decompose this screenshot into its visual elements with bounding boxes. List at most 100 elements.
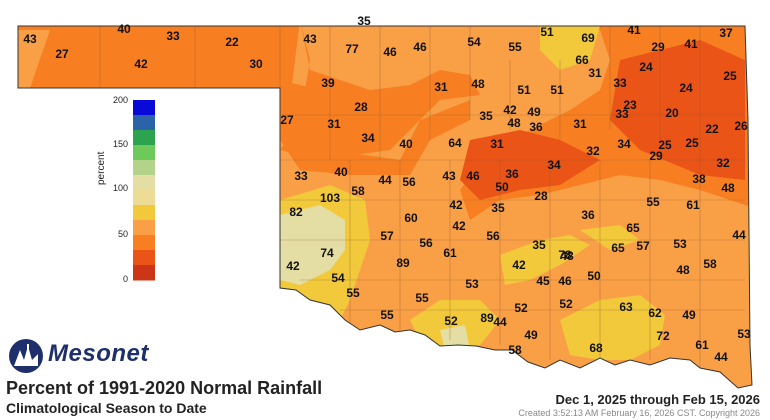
- station-value: 89: [396, 256, 410, 270]
- station-value: 42: [134, 57, 148, 71]
- station-value: 39: [321, 76, 335, 90]
- station-value: 61: [686, 198, 700, 212]
- legend-title: percent: [96, 151, 107, 185]
- station-value: 89: [480, 311, 494, 325]
- station-value: 32: [586, 144, 600, 158]
- station-value: 63: [619, 300, 633, 314]
- station-value: 28: [354, 100, 368, 114]
- station-value: 31: [490, 137, 504, 151]
- station-value: 78: [558, 248, 572, 262]
- station-value: 43: [303, 32, 317, 46]
- legend-swatch: [133, 265, 155, 281]
- station-value: 37: [719, 26, 733, 40]
- station-value: 45: [536, 274, 550, 288]
- mesonet-logo-icon: [9, 339, 43, 373]
- station-value: 55: [646, 195, 660, 209]
- legend-swatch: [133, 100, 155, 116]
- station-value: 35: [491, 201, 505, 215]
- station-value: 28: [534, 189, 548, 203]
- station-value: 61: [443, 246, 457, 260]
- station-value: 44: [378, 173, 392, 187]
- county-lines: [99, 26, 745, 370]
- legend-swatch: [133, 220, 155, 236]
- legend-swatch: [133, 145, 155, 161]
- station-value: 62: [648, 306, 662, 320]
- station-value: 55: [346, 286, 360, 300]
- station-value: 55: [508, 40, 522, 54]
- station-value: 64: [448, 136, 462, 150]
- station-value: 44: [493, 315, 507, 329]
- station-value: 36: [505, 167, 519, 181]
- station-value: 74: [320, 246, 334, 260]
- station-value: 33: [294, 169, 308, 183]
- station-value: 38: [692, 172, 706, 186]
- station-value: 40: [399, 137, 413, 151]
- legend-swatch: [133, 205, 155, 221]
- date-range: Dec 1, 2025 through Feb 15, 2026: [555, 392, 760, 407]
- station-value: 29: [649, 149, 663, 163]
- station-value: 51: [550, 83, 564, 97]
- station-value: 36: [581, 208, 595, 222]
- map-subtitle: Climatological Season to Date: [6, 400, 207, 416]
- station-value: 24: [639, 60, 653, 74]
- station-value: 36: [529, 120, 543, 134]
- legend-colorbar: [133, 100, 155, 281]
- legend-swatch: [133, 130, 155, 146]
- station-value: 48: [471, 77, 485, 91]
- station-value: 50: [495, 180, 509, 194]
- station-value: 41: [684, 37, 698, 51]
- station-value: 35: [479, 109, 493, 123]
- station-value: 48: [560, 249, 574, 263]
- legend-tick-100: 100: [112, 183, 128, 193]
- station-value: 43: [442, 169, 456, 183]
- station-value: 40: [334, 165, 348, 179]
- brand-name: Mesonet: [48, 340, 149, 367]
- station-value: 52: [514, 301, 528, 315]
- station-value: 53: [465, 277, 479, 291]
- station-value: 49: [527, 105, 541, 119]
- station-value: 53: [737, 327, 751, 341]
- station-value: 103: [320, 191, 340, 205]
- legend-swatch: [133, 115, 155, 131]
- station-value: 20: [665, 106, 679, 120]
- legend-swatch: [133, 160, 155, 176]
- map-title: Percent of 1991-2020 Normal Rainfall: [6, 378, 323, 398]
- station-value: 57: [380, 229, 394, 243]
- station-value: 42: [286, 259, 300, 273]
- station-value: 34: [361, 131, 375, 145]
- station-value: 48: [721, 181, 735, 195]
- station-value: 49: [524, 328, 538, 342]
- station-value: 44: [732, 228, 746, 242]
- station-value: 49: [682, 308, 696, 322]
- station-value: 66: [575, 53, 589, 67]
- station-value: 22: [705, 122, 719, 136]
- station-value: 25: [723, 69, 737, 83]
- station-value: 22: [225, 35, 239, 49]
- station-value: 58: [703, 257, 717, 271]
- station-value: 29: [651, 40, 665, 54]
- station-value: 55: [380, 308, 394, 322]
- station-value: 46: [383, 45, 397, 59]
- station-value: 51: [540, 25, 554, 39]
- station-value: 48: [507, 116, 521, 130]
- station-value: 58: [508, 343, 522, 357]
- station-value: 52: [559, 297, 573, 311]
- station-value: 26: [734, 119, 748, 133]
- station-value: 56: [402, 175, 416, 189]
- station-value: 31: [588, 66, 602, 80]
- legend-swatch: [133, 235, 155, 251]
- created-note: Created 3:52:13 AM February 16, 2026 CST…: [518, 408, 760, 418]
- station-value: 61: [695, 338, 709, 352]
- station-value: 53: [673, 237, 687, 251]
- station-value: 56: [486, 229, 500, 243]
- station-value: 23: [623, 98, 637, 112]
- legend-swatch: [133, 175, 155, 191]
- station-value: 31: [434, 80, 448, 94]
- station-value: 25: [685, 136, 699, 150]
- station-value: 48: [676, 263, 690, 277]
- station-value: 46: [413, 40, 427, 54]
- station-value: 69: [581, 31, 595, 45]
- station-value: 32: [716, 156, 730, 170]
- station-value: 44: [714, 350, 728, 364]
